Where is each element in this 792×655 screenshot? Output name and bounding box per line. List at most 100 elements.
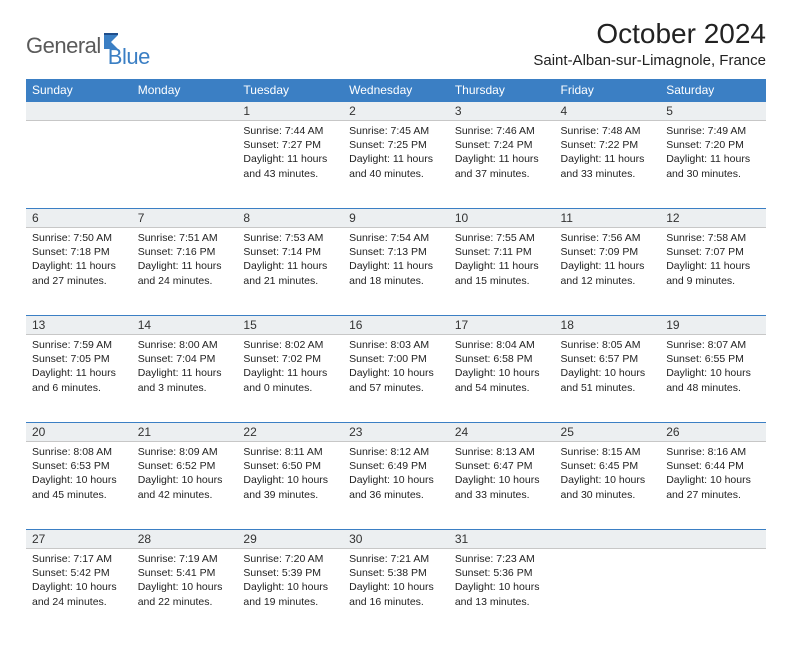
- day-cell: Sunrise: 7:59 AMSunset: 7:05 PMDaylight:…: [26, 335, 132, 423]
- day-number-cell: 20: [26, 423, 132, 442]
- calendar-page: General Blue October 2024 Saint-Alban-su…: [0, 0, 792, 655]
- day-details: Sunrise: 7:20 AMSunset: 5:39 PMDaylight:…: [237, 549, 343, 615]
- day-details: Sunrise: 7:17 AMSunset: 5:42 PMDaylight:…: [26, 549, 132, 615]
- day-details: Sunrise: 8:15 AMSunset: 6:45 PMDaylight:…: [555, 442, 661, 508]
- day-number: 24: [449, 423, 555, 441]
- day-number-cell: 13: [26, 316, 132, 335]
- day-number-cell: 10: [449, 209, 555, 228]
- day-number-cell: 31: [449, 530, 555, 549]
- day-number-cell: 5: [660, 102, 766, 121]
- day-details: Sunrise: 8:08 AMSunset: 6:53 PMDaylight:…: [26, 442, 132, 508]
- day-details: Sunrise: 7:59 AMSunset: 7:05 PMDaylight:…: [26, 335, 132, 401]
- day-cell: Sunrise: 7:45 AMSunset: 7:25 PMDaylight:…: [343, 121, 449, 209]
- day-number-row: 20212223242526: [26, 423, 766, 442]
- day-number-cell: 8: [237, 209, 343, 228]
- day-number-row: 12345: [26, 102, 766, 121]
- day-number: 4: [555, 102, 661, 120]
- day-cell: Sunrise: 7:55 AMSunset: 7:11 PMDaylight:…: [449, 228, 555, 316]
- day-details: Sunrise: 7:48 AMSunset: 7:22 PMDaylight:…: [555, 121, 661, 187]
- day-cell: Sunrise: 7:48 AMSunset: 7:22 PMDaylight:…: [555, 121, 661, 209]
- logo-text-general: General: [26, 33, 101, 59]
- day-number-cell: 22: [237, 423, 343, 442]
- day-cell: Sunrise: 8:07 AMSunset: 6:55 PMDaylight:…: [660, 335, 766, 423]
- day-number-cell: 2: [343, 102, 449, 121]
- day-content-row: Sunrise: 7:17 AMSunset: 5:42 PMDaylight:…: [26, 549, 766, 637]
- day-number: 17: [449, 316, 555, 334]
- day-cell: Sunrise: 8:12 AMSunset: 6:49 PMDaylight:…: [343, 442, 449, 530]
- day-details: Sunrise: 8:16 AMSunset: 6:44 PMDaylight:…: [660, 442, 766, 508]
- day-number-cell: [555, 530, 661, 549]
- day-details: Sunrise: 8:05 AMSunset: 6:57 PMDaylight:…: [555, 335, 661, 401]
- day-number: 23: [343, 423, 449, 441]
- day-number: 18: [555, 316, 661, 334]
- month-title: October 2024: [533, 18, 766, 50]
- day-cell: [132, 121, 238, 209]
- day-number-cell: 7: [132, 209, 238, 228]
- day-content-row: Sunrise: 7:59 AMSunset: 7:05 PMDaylight:…: [26, 335, 766, 423]
- day-number-cell: [132, 102, 238, 121]
- day-number-cell: 25: [555, 423, 661, 442]
- day-details: Sunrise: 8:12 AMSunset: 6:49 PMDaylight:…: [343, 442, 449, 508]
- day-cell: Sunrise: 7:49 AMSunset: 7:20 PMDaylight:…: [660, 121, 766, 209]
- day-details: Sunrise: 7:50 AMSunset: 7:18 PMDaylight:…: [26, 228, 132, 294]
- day-cell: Sunrise: 8:04 AMSunset: 6:58 PMDaylight:…: [449, 335, 555, 423]
- day-number: 16: [343, 316, 449, 334]
- day-number: 15: [237, 316, 343, 334]
- day-number: 28: [132, 530, 238, 548]
- day-number: 6: [26, 209, 132, 227]
- day-cell: Sunrise: 8:13 AMSunset: 6:47 PMDaylight:…: [449, 442, 555, 530]
- day-cell: Sunrise: 7:44 AMSunset: 7:27 PMDaylight:…: [237, 121, 343, 209]
- day-details: Sunrise: 8:04 AMSunset: 6:58 PMDaylight:…: [449, 335, 555, 401]
- day-details: Sunrise: 8:02 AMSunset: 7:02 PMDaylight:…: [237, 335, 343, 401]
- day-details: Sunrise: 7:23 AMSunset: 5:36 PMDaylight:…: [449, 549, 555, 615]
- day-cell: Sunrise: 8:05 AMSunset: 6:57 PMDaylight:…: [555, 335, 661, 423]
- calendar-table: SundayMondayTuesdayWednesdayThursdayFrid…: [26, 79, 766, 637]
- day-number: 7: [132, 209, 238, 227]
- weekday-header: Monday: [132, 79, 238, 102]
- day-cell: Sunrise: 7:54 AMSunset: 7:13 PMDaylight:…: [343, 228, 449, 316]
- day-number: 31: [449, 530, 555, 548]
- day-cell: [26, 121, 132, 209]
- day-details: Sunrise: 7:54 AMSunset: 7:13 PMDaylight:…: [343, 228, 449, 294]
- day-number-cell: 23: [343, 423, 449, 442]
- day-cell: [555, 549, 661, 637]
- day-cell: Sunrise: 7:51 AMSunset: 7:16 PMDaylight:…: [132, 228, 238, 316]
- day-details: Sunrise: 8:13 AMSunset: 6:47 PMDaylight:…: [449, 442, 555, 508]
- day-cell: [660, 549, 766, 637]
- day-number-cell: 19: [660, 316, 766, 335]
- day-number-cell: 29: [237, 530, 343, 549]
- day-number-cell: 11: [555, 209, 661, 228]
- day-number: 5: [660, 102, 766, 120]
- day-cell: Sunrise: 7:56 AMSunset: 7:09 PMDaylight:…: [555, 228, 661, 316]
- day-details: Sunrise: 7:44 AMSunset: 7:27 PMDaylight:…: [237, 121, 343, 187]
- day-cell: Sunrise: 7:20 AMSunset: 5:39 PMDaylight:…: [237, 549, 343, 637]
- weekday-header: Tuesday: [237, 79, 343, 102]
- day-details: Sunrise: 8:03 AMSunset: 7:00 PMDaylight:…: [343, 335, 449, 401]
- weekday-header: Wednesday: [343, 79, 449, 102]
- day-cell: Sunrise: 7:58 AMSunset: 7:07 PMDaylight:…: [660, 228, 766, 316]
- weekday-header: Friday: [555, 79, 661, 102]
- weekday-header-row: SundayMondayTuesdayWednesdayThursdayFrid…: [26, 79, 766, 102]
- day-number: 30: [343, 530, 449, 548]
- day-content-row: Sunrise: 7:44 AMSunset: 7:27 PMDaylight:…: [26, 121, 766, 209]
- day-number-cell: 17: [449, 316, 555, 335]
- day-number-row: 6789101112: [26, 209, 766, 228]
- day-number: 9: [343, 209, 449, 227]
- day-cell: Sunrise: 7:23 AMSunset: 5:36 PMDaylight:…: [449, 549, 555, 637]
- day-number-cell: 1: [237, 102, 343, 121]
- day-number-cell: 24: [449, 423, 555, 442]
- day-number: 25: [555, 423, 661, 441]
- day-cell: Sunrise: 7:19 AMSunset: 5:41 PMDaylight:…: [132, 549, 238, 637]
- day-cell: Sunrise: 7:21 AMSunset: 5:38 PMDaylight:…: [343, 549, 449, 637]
- day-number: 14: [132, 316, 238, 334]
- day-number-cell: 26: [660, 423, 766, 442]
- logo-text-blue: Blue: [108, 44, 150, 70]
- day-cell: Sunrise: 7:17 AMSunset: 5:42 PMDaylight:…: [26, 549, 132, 637]
- day-details: Sunrise: 7:45 AMSunset: 7:25 PMDaylight:…: [343, 121, 449, 187]
- day-details: Sunrise: 8:09 AMSunset: 6:52 PMDaylight:…: [132, 442, 238, 508]
- day-number-cell: [26, 102, 132, 121]
- day-details: Sunrise: 7:55 AMSunset: 7:11 PMDaylight:…: [449, 228, 555, 294]
- day-number-cell: 12: [660, 209, 766, 228]
- day-number-cell: 6: [26, 209, 132, 228]
- day-details: Sunrise: 7:19 AMSunset: 5:41 PMDaylight:…: [132, 549, 238, 615]
